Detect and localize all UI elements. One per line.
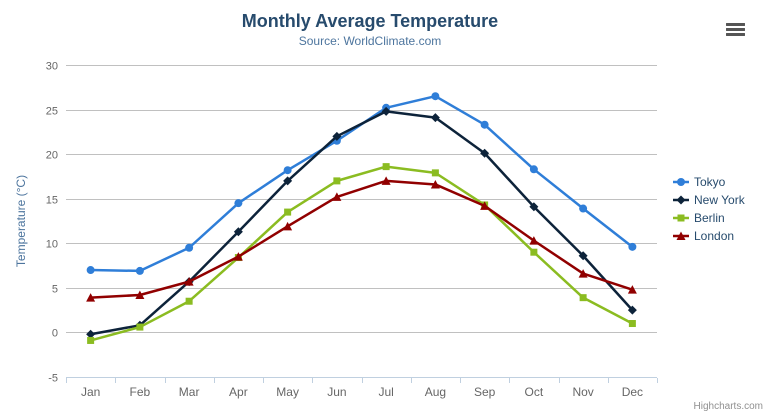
svg-text:May: May bbox=[276, 385, 299, 399]
svg-text:Mar: Mar bbox=[179, 385, 200, 399]
svg-text:0: 0 bbox=[52, 328, 58, 340]
x-axis bbox=[66, 377, 658, 383]
svg-text:Feb: Feb bbox=[130, 385, 151, 399]
chart-title: Monthly Average Temperature bbox=[241, 11, 499, 31]
legend-item-label: Berlin bbox=[694, 211, 725, 225]
legend-item-label: New York bbox=[694, 193, 745, 207]
legend-item-label: Tokyo bbox=[694, 175, 726, 189]
svg-text:Oct: Oct bbox=[525, 385, 544, 399]
svg-text:5: 5 bbox=[52, 284, 58, 296]
svg-text:-5: -5 bbox=[48, 373, 58, 385]
series-new-york[interactable] bbox=[86, 106, 637, 339]
legend-marker-icon bbox=[673, 231, 689, 240]
x-axis-labels: Jan Feb Mar Apr May Jun Jul Aug Sep Oct Nov Dec bbox=[81, 385, 643, 399]
svg-text:30: 30 bbox=[46, 61, 58, 73]
svg-text:Jan: Jan bbox=[81, 385, 100, 399]
svg-text:Aug: Aug bbox=[425, 385, 446, 399]
legend-item-tokyo[interactable]: Tokyo bbox=[673, 173, 745, 191]
legend-marker-icon bbox=[673, 178, 689, 186]
series-berlin[interactable] bbox=[87, 163, 636, 344]
legend-item-berlin[interactable]: Berlin bbox=[673, 209, 745, 227]
svg-text:15: 15 bbox=[46, 195, 58, 207]
svg-text:Apr: Apr bbox=[229, 385, 248, 399]
y-grid bbox=[66, 65, 657, 378]
y-axis-labels: -5 0 5 10 15 20 25 30 bbox=[46, 61, 58, 385]
credits-link[interactable]: Highcharts.com bbox=[693, 401, 763, 412]
svg-text:Jun: Jun bbox=[327, 385, 346, 399]
chart-subtitle: Source: WorldClimate.com bbox=[298, 34, 442, 48]
legend-item-label: London bbox=[694, 229, 735, 243]
legend-item-london[interactable]: London bbox=[673, 227, 745, 245]
legend-item-new-york[interactable]: New York bbox=[673, 191, 745, 209]
svg-text:10: 10 bbox=[46, 239, 58, 251]
svg-text:Jul: Jul bbox=[378, 385, 393, 399]
chart-context-menu-button[interactable] bbox=[724, 18, 748, 40]
legend-marker-icon bbox=[673, 214, 689, 222]
series-tokyo[interactable] bbox=[86, 92, 637, 275]
y-axis-title: Temperature (°C) bbox=[14, 175, 28, 267]
legend: Tokyo New York Berlin London bbox=[673, 173, 745, 245]
hamburger-icon bbox=[726, 27, 745, 31]
svg-text:20: 20 bbox=[46, 150, 58, 162]
svg-text:Sep: Sep bbox=[474, 385, 496, 399]
svg-text:25: 25 bbox=[46, 106, 58, 118]
svg-text:Nov: Nov bbox=[572, 385, 593, 399]
hamburger-icon bbox=[726, 32, 745, 36]
hamburger-icon bbox=[726, 22, 745, 26]
legend-marker-icon bbox=[673, 195, 689, 205]
series-london[interactable] bbox=[86, 176, 637, 302]
svg-text:Dec: Dec bbox=[622, 385, 643, 399]
